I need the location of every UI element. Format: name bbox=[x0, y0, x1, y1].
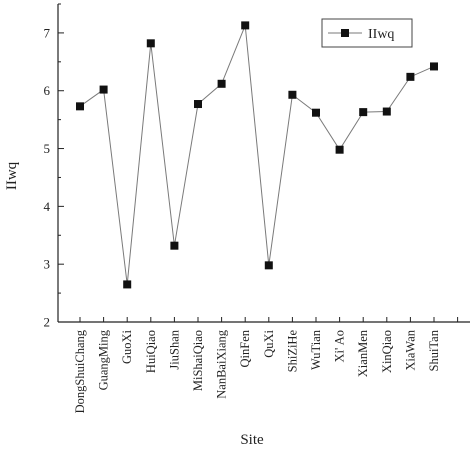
y-tick-label: 6 bbox=[44, 83, 51, 98]
x-tick-label: MiShaiQiao bbox=[191, 330, 205, 391]
x-tick-label: XiaWan bbox=[403, 329, 417, 370]
x-tick-label: QuXi bbox=[262, 329, 276, 357]
data-point bbox=[241, 21, 250, 30]
x-axis-title: Site bbox=[240, 432, 264, 448]
y-tick-label: 2 bbox=[44, 315, 51, 330]
x-tick-label: XinQiao bbox=[380, 330, 394, 373]
data-point bbox=[382, 107, 391, 116]
series-iiwq bbox=[76, 21, 438, 289]
data-point bbox=[359, 108, 368, 117]
y-axis-ticks: 2 3 4 5 6 7 bbox=[44, 3, 64, 330]
x-tick-label: QinFen bbox=[238, 329, 252, 367]
data-point bbox=[335, 145, 344, 154]
x-tick-label: DongShuiChang bbox=[73, 329, 87, 413]
data-point bbox=[76, 102, 84, 111]
x-tick-label: ShiZiHe bbox=[285, 330, 299, 373]
data-point bbox=[406, 72, 415, 81]
y-tick-label: 5 bbox=[44, 141, 51, 156]
legend: IIwq bbox=[321, 18, 413, 48]
x-axis-ticks: DongShuiChang GuangMing GuoXi HuiQiao JiuSha… bbox=[73, 317, 459, 413]
x-tick-label: HuiQiao bbox=[144, 330, 158, 373]
legend-label: IIwq bbox=[368, 27, 394, 42]
x-tick-label: GuangMing bbox=[97, 329, 111, 390]
data-point bbox=[264, 261, 273, 270]
x-tick-label: ShuiTan bbox=[427, 329, 441, 371]
x-tick-label: GuoXi bbox=[120, 329, 134, 364]
series-line bbox=[79, 25, 435, 285]
data-point bbox=[217, 79, 226, 88]
x-tick-label: JiuShan bbox=[167, 329, 181, 369]
data-point bbox=[99, 85, 108, 94]
legend-marker bbox=[341, 29, 349, 37]
x-tick-label: WuTian bbox=[309, 329, 323, 370]
x-tick-label: XianMen bbox=[356, 329, 370, 377]
data-point bbox=[430, 62, 438, 71]
data-point bbox=[194, 100, 202, 109]
y-tick-label: 7 bbox=[44, 25, 51, 40]
data-point bbox=[288, 90, 297, 99]
y-axis-title: IIwq bbox=[4, 161, 20, 190]
y-tick-label: 4 bbox=[44, 199, 51, 214]
x-tick-label: NanBaiXiang bbox=[215, 329, 229, 398]
data-point bbox=[146, 39, 155, 48]
y-tick-label: 3 bbox=[44, 257, 51, 272]
x-tick-label: Xi' Ao bbox=[333, 330, 347, 362]
data-point bbox=[123, 280, 132, 289]
data-point bbox=[312, 108, 320, 117]
axes bbox=[57, 4, 470, 323]
data-point bbox=[170, 241, 179, 250]
